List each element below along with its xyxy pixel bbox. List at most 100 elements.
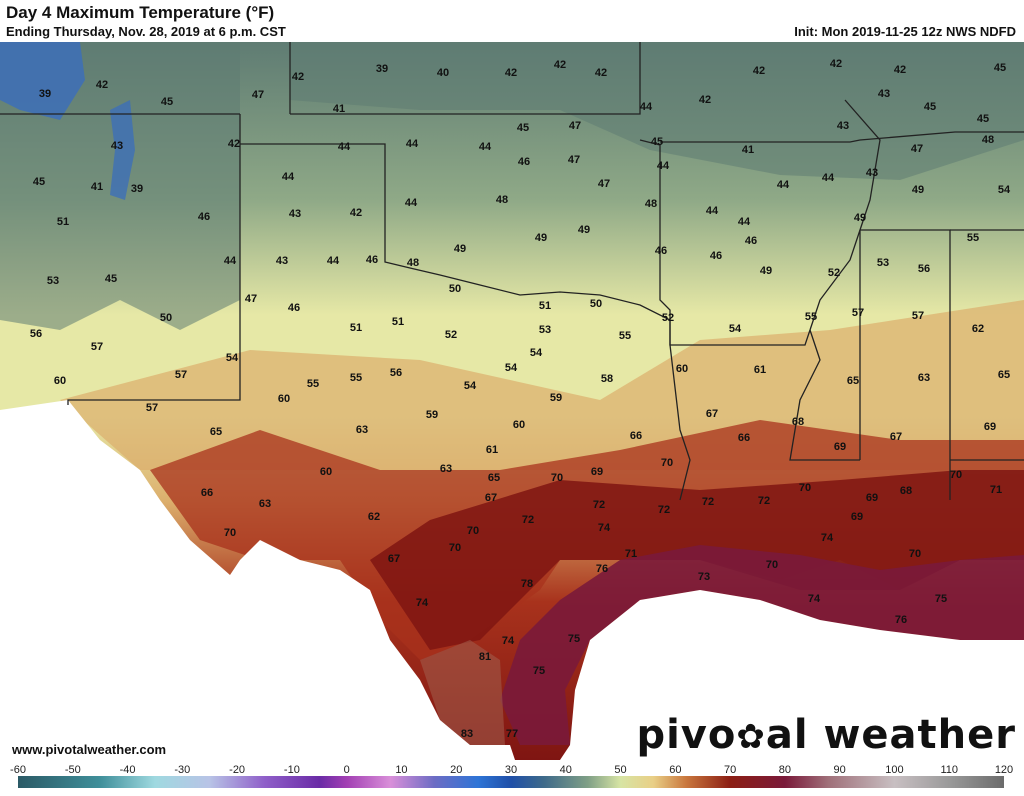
- temperature-label: 42: [96, 79, 108, 91]
- temperature-label: 62: [972, 323, 984, 335]
- temperature-label: 49: [912, 184, 924, 196]
- temperature-label: 75: [568, 633, 580, 645]
- temperature-label: 51: [57, 216, 69, 228]
- temperature-label: 62: [368, 511, 380, 523]
- temperature-label: 67: [485, 492, 497, 504]
- temperature-label: 65: [488, 472, 500, 484]
- temperature-label: 48: [407, 257, 419, 269]
- temperature-label: 44: [406, 138, 419, 150]
- temperature-label: 48: [645, 198, 657, 210]
- temperature-label: 65: [210, 426, 222, 438]
- temperature-label: 44: [338, 141, 351, 153]
- temperature-label: 41: [742, 144, 754, 156]
- mexico-blank-area: [0, 400, 515, 760]
- temperature-label: 44: [640, 101, 653, 113]
- northern-cool-zone: [290, 42, 1024, 180]
- temperature-labels: 39 42 45 47 42 39 40 42 42 42 42 42 42 45 41 44 42 43 45 45…: [30, 58, 1011, 740]
- temperature-label: 72: [758, 495, 770, 507]
- temperature-label: 53: [47, 275, 59, 287]
- temperature-label: 54: [729, 323, 742, 335]
- temperature-label: 44: [282, 171, 295, 183]
- alabama-georgia-border: [950, 229, 1024, 461]
- temperature-label: 45: [517, 122, 529, 134]
- temperature-label: 63: [918, 372, 930, 384]
- colorbar-tick-label: 70: [724, 764, 736, 776]
- temperature-label: 49: [454, 243, 466, 255]
- init-time: Init: Mon 2019-11-25 12z NWS NDFD: [794, 24, 1016, 39]
- temperature-label: 49: [578, 224, 590, 236]
- temperature-label: 55: [350, 372, 362, 384]
- brand-text-pre: pivo: [636, 712, 737, 758]
- colorbar-tick-label: -20: [229, 764, 245, 776]
- colorbar-tick-label: 50: [614, 764, 626, 776]
- colorbar-tick-label: -30: [174, 764, 190, 776]
- header: Day 4 Maximum Temperature (°F) Ending Th…: [0, 0, 1024, 42]
- brand-logo: pivo✿al weather: [636, 712, 1016, 758]
- temperature-label: 40: [437, 67, 449, 79]
- temperature-label: 69: [984, 421, 996, 433]
- temperature-label: 42: [350, 207, 362, 219]
- temperature-label: 65: [847, 375, 859, 387]
- temperature-label: 70: [467, 525, 479, 537]
- colorbar-tick-label: 30: [505, 764, 517, 776]
- temperature-label: 70: [799, 482, 811, 494]
- temperature-label: 55: [619, 330, 631, 342]
- temperature-label: 39: [39, 88, 51, 100]
- temperature-label: 74: [808, 593, 821, 605]
- temperature-label: 72: [702, 496, 714, 508]
- temperature-label: 45: [651, 136, 663, 148]
- temperature-label: 47: [598, 178, 610, 190]
- temperature-label: 49: [760, 265, 772, 277]
- temperature-label: 83: [461, 728, 473, 740]
- temperature-label: 43: [276, 255, 288, 267]
- temperature-label: 70: [766, 559, 778, 571]
- temperature-label: 59: [550, 392, 562, 404]
- temperature-label: 44: [777, 179, 790, 191]
- temperature-label: 78: [521, 578, 533, 590]
- colorbar-gradient: [18, 776, 1004, 788]
- temperature-label: 42: [595, 67, 607, 79]
- state-borders: [0, 42, 1024, 501]
- colorbar: -60 -50 -40 -30 -20 -10 0 10 20 30 40 50 60 70 80 90 100…: [0, 760, 1024, 791]
- temperature-label: 75: [533, 665, 545, 677]
- temperature-label: 65: [998, 369, 1010, 381]
- temperature-label: 70: [449, 542, 461, 554]
- temperature-label: 52: [445, 329, 457, 341]
- temperature-label: 55: [805, 311, 817, 323]
- temperature-label: 71: [990, 484, 1002, 496]
- temperature-label: 41: [91, 181, 103, 193]
- temperature-label: 42: [894, 64, 906, 76]
- colorbar-tick-label: 90: [834, 764, 846, 776]
- temperature-label: 74: [821, 532, 834, 544]
- temperature-label: 68: [792, 416, 804, 428]
- temperature-map: 39 42 45 47 42 39 40 42 42 42 42 42 42 45 41 44 42 43 45 45…: [0, 42, 1024, 760]
- new-mexico-border: [67, 114, 241, 405]
- temperature-label: 47: [252, 89, 264, 101]
- temperature-label: 43: [111, 140, 123, 152]
- temperature-label: 70: [551, 472, 563, 484]
- temperature-label: 57: [175, 369, 187, 381]
- temperature-label: 39: [376, 63, 388, 75]
- colorbar-tick-label: -60: [10, 764, 26, 776]
- temperature-label: 67: [388, 553, 400, 565]
- temperature-label: 59: [426, 409, 438, 421]
- gear-icon: ✿: [736, 717, 766, 757]
- colorbar-tick-label: -10: [284, 764, 300, 776]
- temperature-label: 69: [866, 492, 878, 504]
- temperature-label: 57: [91, 341, 103, 353]
- temperature-label: 75: [935, 593, 947, 605]
- map-title: Day 4 Maximum Temperature (°F): [6, 3, 275, 22]
- oklahoma-border: [0, 42, 641, 115]
- temperature-label: 50: [590, 298, 602, 310]
- temperature-label: 67: [706, 408, 718, 420]
- temperature-label: 71: [625, 548, 637, 560]
- colorbar-tick-label: -40: [120, 764, 136, 776]
- map-subtitle: Ending Thursday, Nov. 28, 2019 at 6 p.m.…: [6, 24, 286, 39]
- south-texas-zone: [420, 640, 505, 745]
- temperature-label: 45: [977, 113, 989, 125]
- temperature-label: 76: [596, 563, 608, 575]
- temperature-label: 54: [530, 347, 543, 359]
- colorbar-tick-label: 80: [779, 764, 791, 776]
- temperature-label: 60: [676, 363, 688, 375]
- temperature-label: 53: [539, 324, 551, 336]
